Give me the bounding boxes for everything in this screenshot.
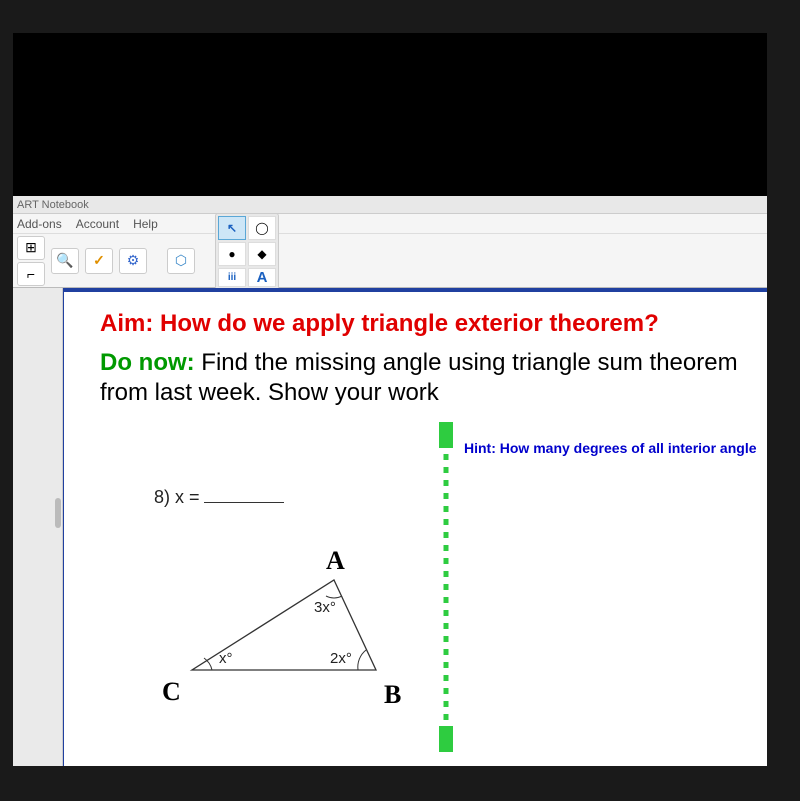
- document-area: Aim: How do we apply triangle exterior t…: [13, 288, 767, 766]
- menu-addons[interactable]: Add-ons: [17, 217, 62, 231]
- people-tool-icon[interactable]: iii: [218, 268, 246, 287]
- divider-svg: [439, 422, 453, 752]
- slide-page[interactable]: Aim: How do we apply triangle exterior t…: [63, 288, 767, 766]
- do-now-label: Do now:: [100, 349, 195, 376]
- aim-heading: Aim: How do we apply triangle exterior t…: [100, 310, 761, 338]
- angle-b-label: 2x°: [330, 650, 352, 667]
- lasso-tool-icon[interactable]: ◯: [248, 216, 276, 240]
- vertex-c-label: C: [162, 677, 181, 707]
- angle-arc-a: [326, 596, 342, 598]
- table-tool-icon[interactable]: ⊞: [17, 236, 45, 260]
- menubar: Add-ons Account Help: [13, 214, 767, 234]
- answer-blank: [204, 502, 284, 503]
- do-now-text: Do now: Find the missing angle using tri…: [100, 348, 761, 408]
- menu-help[interactable]: Help: [133, 217, 158, 231]
- smart-notebook-window: ART Notebook Add-ons Account Help ⊞ ⌐ 🔍 …: [13, 196, 767, 766]
- toolbar: ⊞ ⌐ 🔍 ✓ ⚙ ⬡ ↖ ◯ ● ◆ iii A ╱ ◇: [13, 234, 767, 288]
- bucket-tool-icon[interactable]: ◆: [248, 242, 276, 266]
- menu-account[interactable]: Account: [76, 217, 119, 231]
- problem-label: 8) x =: [154, 487, 284, 508]
- video-black-region: [13, 33, 767, 196]
- do-now-body: Find the missing angle using triangle su…: [100, 349, 738, 406]
- search-icon[interactable]: 🔍: [51, 248, 79, 274]
- window-title: ART Notebook: [17, 199, 89, 211]
- check-icon[interactable]: ✓: [85, 248, 113, 274]
- window-titlebar: ART Notebook: [13, 196, 767, 214]
- triangle-diagram: A B C 3x° 2x° x°: [144, 532, 404, 712]
- puzzle-icon[interactable]: ⬡: [167, 248, 195, 274]
- angle-c-label: x°: [219, 650, 233, 667]
- vertex-b-label: B: [384, 680, 401, 710]
- divider-arrow[interactable]: [439, 422, 453, 752]
- vertex-a-label: A: [326, 546, 345, 576]
- angle-a-label: 3x°: [314, 599, 336, 616]
- angle-arc-b: [358, 650, 366, 670]
- gear-icon[interactable]: ⚙: [119, 248, 147, 274]
- pointer-tool-icon[interactable]: ↖: [218, 216, 246, 240]
- ruler-tool-icon[interactable]: ⌐: [17, 262, 45, 286]
- triangle-svg: [144, 532, 404, 712]
- tool-group-left: ⊞ ⌐: [17, 236, 45, 286]
- problem-number: 8) x =: [154, 487, 200, 507]
- text-tool-icon[interactable]: A: [248, 268, 276, 287]
- hint-text: Hint: How many degrees of all interior a…: [464, 440, 757, 456]
- fill-tool-icon[interactable]: ●: [218, 242, 246, 266]
- page-thumbnail-gutter[interactable]: [13, 288, 63, 766]
- scrollbar-thumb[interactable]: [55, 498, 61, 528]
